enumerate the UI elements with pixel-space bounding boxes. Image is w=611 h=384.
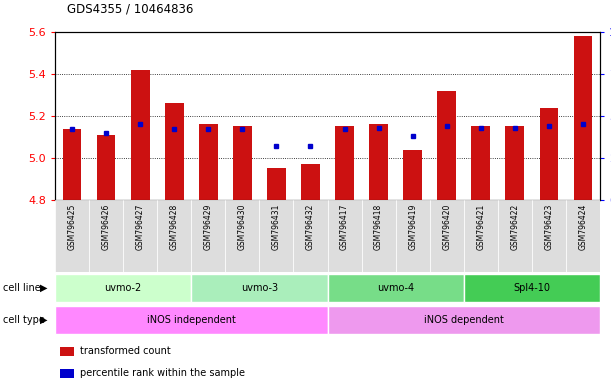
Bar — [464, 200, 498, 272]
Bar — [498, 200, 532, 272]
Bar — [327, 273, 464, 303]
Bar — [437, 91, 456, 200]
Text: GSM796423: GSM796423 — [544, 204, 554, 250]
Text: transformed count: transformed count — [79, 346, 170, 356]
Bar — [362, 200, 396, 272]
Bar — [55, 200, 89, 272]
Text: GSM796425: GSM796425 — [68, 204, 76, 250]
Bar — [301, 164, 320, 200]
Bar — [165, 103, 183, 200]
Text: GSM796426: GSM796426 — [101, 204, 111, 250]
Bar — [131, 70, 150, 200]
Bar — [369, 124, 388, 200]
Bar — [472, 126, 490, 200]
Bar — [574, 36, 592, 200]
Bar — [532, 200, 566, 272]
Text: GSM796418: GSM796418 — [374, 204, 383, 250]
Text: ▶: ▶ — [40, 283, 47, 293]
Bar — [267, 169, 286, 200]
Bar — [403, 150, 422, 200]
Bar — [335, 126, 354, 200]
Bar — [191, 273, 327, 303]
Bar — [327, 200, 362, 272]
Text: cell type: cell type — [3, 315, 45, 325]
Bar — [430, 200, 464, 272]
Bar — [63, 129, 81, 200]
Bar — [157, 200, 191, 272]
Text: GSM796427: GSM796427 — [136, 204, 145, 250]
Text: GSM796421: GSM796421 — [477, 204, 485, 250]
Text: Spl4-10: Spl4-10 — [513, 283, 551, 293]
Bar — [293, 200, 327, 272]
Text: uvmo-4: uvmo-4 — [377, 283, 414, 293]
Text: GDS4355 / 10464836: GDS4355 / 10464836 — [67, 2, 194, 15]
Text: GSM796429: GSM796429 — [204, 204, 213, 250]
Text: GSM796422: GSM796422 — [510, 204, 519, 250]
Bar — [566, 200, 600, 272]
Bar — [505, 126, 524, 200]
Bar — [464, 273, 600, 303]
Bar — [540, 108, 558, 200]
Text: uvmo-2: uvmo-2 — [104, 283, 142, 293]
Text: uvmo-3: uvmo-3 — [241, 283, 278, 293]
Bar — [97, 135, 115, 200]
Bar — [225, 200, 260, 272]
Text: GSM796432: GSM796432 — [306, 204, 315, 250]
Text: iNOS independent: iNOS independent — [147, 315, 236, 325]
Bar — [199, 124, 218, 200]
Text: cell line: cell line — [3, 283, 41, 293]
Bar — [55, 273, 191, 303]
Bar — [191, 200, 225, 272]
Text: GSM796420: GSM796420 — [442, 204, 451, 250]
Text: GSM796417: GSM796417 — [340, 204, 349, 250]
Bar — [60, 369, 74, 378]
Bar — [60, 347, 74, 356]
Text: GSM796431: GSM796431 — [272, 204, 281, 250]
Bar — [233, 126, 252, 200]
Text: GSM796430: GSM796430 — [238, 204, 247, 250]
Text: GSM796428: GSM796428 — [170, 204, 179, 250]
Bar — [327, 306, 600, 334]
Text: percentile rank within the sample: percentile rank within the sample — [79, 368, 244, 378]
Text: iNOS dependent: iNOS dependent — [424, 315, 503, 325]
Text: GSM796424: GSM796424 — [579, 204, 587, 250]
Bar — [123, 200, 157, 272]
Bar — [89, 200, 123, 272]
Text: ▶: ▶ — [40, 315, 47, 325]
Bar — [396, 200, 430, 272]
Text: GSM796419: GSM796419 — [408, 204, 417, 250]
Bar — [55, 306, 327, 334]
Bar — [260, 200, 293, 272]
